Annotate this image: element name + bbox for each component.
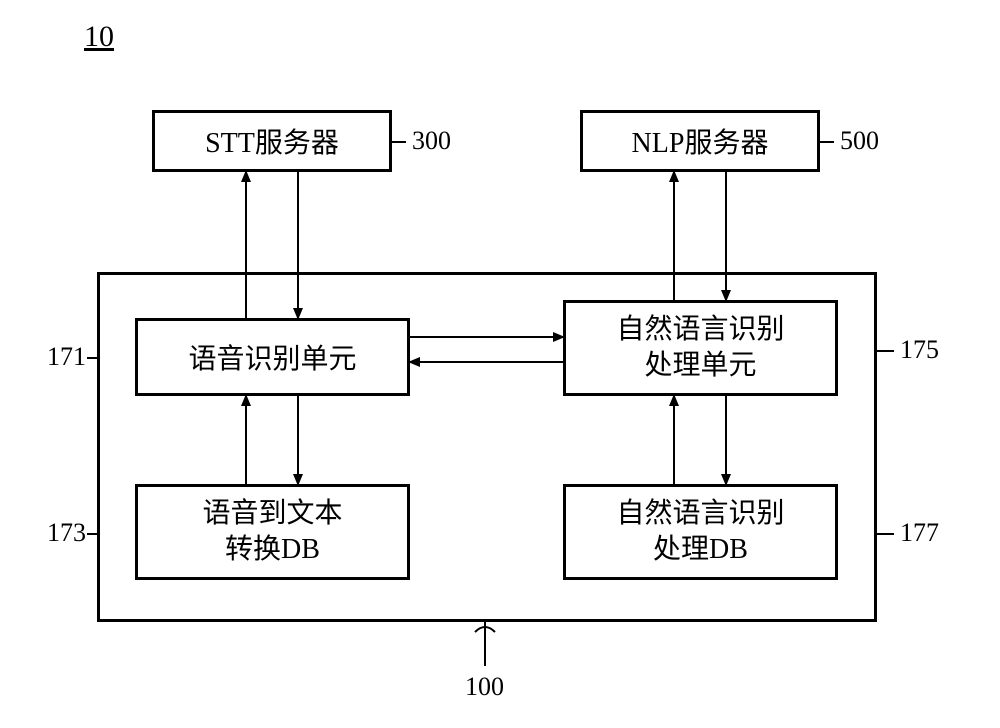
nlp-db-text: 自然语言识别 处理DB [616, 496, 784, 569]
speech-unit-label: 语音识别单元 [188, 337, 356, 377]
ref-500-tick [820, 141, 834, 143]
nlp-db-line1: 自然语言识别 [616, 496, 784, 532]
ref-300: 300 [412, 126, 451, 156]
nlp-db-line2: 处理DB [616, 532, 784, 568]
nlp-unit-text: 自然语言识别 处理单元 [616, 312, 784, 385]
stt-db-line2: 转换DB [202, 532, 342, 568]
ref-175-tick [876, 350, 894, 352]
nlp-server-box: NLP服务器 [580, 110, 820, 172]
ref-173: 173 [47, 518, 86, 548]
stt-db-box: 语音到文本 转换DB [135, 484, 410, 580]
figure-ref-label: 10 [84, 20, 114, 54]
ref-100: 100 [465, 672, 504, 702]
nlp-db-box: 自然语言识别 处理DB [563, 484, 838, 580]
stt-db-text: 语音到文本 转换DB [202, 496, 342, 569]
diagram-canvas: 10 STT服务器 300 NLP服务器 500 语音识别单元 171 自然语言… [0, 0, 1000, 728]
nlp-unit-line1: 自然语言识别 [616, 312, 784, 348]
ref-500: 500 [840, 126, 879, 156]
ref-175: 175 [900, 335, 939, 365]
ref-173-tick [87, 533, 99, 535]
nlp-unit-line2: 处理单元 [616, 348, 784, 384]
ref-171: 171 [47, 342, 86, 372]
ref-300-tick [392, 141, 406, 143]
ref-177: 177 [900, 518, 939, 548]
stt-server-box: STT服务器 [152, 110, 392, 172]
nlp-server-label: NLP服务器 [632, 121, 769, 161]
ref-177-tick [876, 533, 894, 535]
ref-171-tick [87, 357, 99, 359]
speech-unit-box: 语音识别单元 [135, 318, 410, 396]
stt-db-line1: 语音到文本 [202, 496, 342, 532]
nlp-unit-box: 自然语言识别 处理单元 [563, 300, 838, 396]
stt-server-label: STT服务器 [205, 121, 339, 161]
